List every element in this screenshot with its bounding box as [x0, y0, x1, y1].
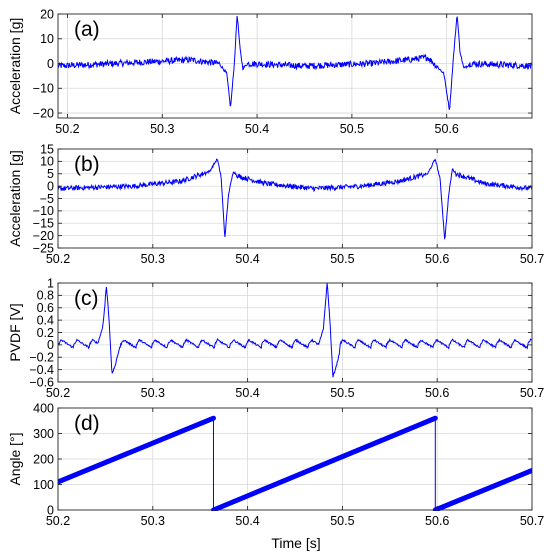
y-axis-label: Acceleration [g]: [7, 18, 23, 115]
y-tick-label: −0.4: [29, 363, 54, 377]
x-tick-label: 50.4: [235, 386, 259, 400]
y-tick-label: 5: [47, 167, 54, 181]
y-tick-label: 0.6: [37, 301, 54, 315]
y-tick-label: 0: [47, 57, 54, 71]
series-line: [58, 158, 532, 240]
panel-d: 50.2 50.3 50.4 50.5 50.6 50.7 0 100 200 300 400 Ang…: [7, 401, 544, 528]
x-tick-label: 50.3: [150, 122, 174, 136]
x-tick-label: 50.4: [235, 514, 259, 528]
y-tick-label: 0: [47, 503, 54, 517]
y-tick-label: −0.2: [29, 351, 54, 365]
x-tick-label: 50.4: [235, 252, 259, 266]
y-tick-label: 0.4: [37, 313, 54, 327]
x-tick-label: 50.7: [520, 252, 544, 266]
series-ramp-line: [58, 415, 216, 485]
y-axis-label: Angle [°]: [7, 432, 23, 485]
y-tick-label: −25: [33, 241, 54, 255]
x-tick-label: 50.6: [425, 252, 449, 266]
x-tick-label: 50.2: [46, 514, 70, 528]
series-line: [58, 15, 532, 110]
y-tick-label: 0: [47, 179, 54, 193]
y-tick-label: 10: [40, 32, 54, 46]
panel-label: (d): [74, 412, 100, 435]
x-tick-label: 50.3: [141, 514, 165, 528]
x-tick-label: 50.6: [425, 386, 449, 400]
y-tick-label: 15: [40, 142, 54, 156]
y-tick-label: −0.6: [29, 375, 54, 389]
x-tick-label: 50.2: [55, 122, 79, 136]
y-axis-label: PVDF [V]: [7, 303, 23, 361]
y-tick-label: −10: [33, 204, 54, 218]
x-tick-label: 50.5: [330, 514, 354, 528]
x-tick-label: 50.4: [245, 122, 269, 136]
x-tick-label: 50.5: [330, 386, 354, 400]
x-tick-label: 50.6: [435, 122, 459, 136]
y-tick-label: 0.2: [37, 326, 54, 340]
x-tick-label: 50.7: [520, 514, 544, 528]
x-tick-label: 50.2: [46, 252, 70, 266]
x-tick-label: 50.3: [141, 386, 165, 400]
y-tick-label: −20: [33, 106, 54, 120]
panel-b: 50.2 50.3 50.4 50.5 50.6 50.7 −25−20−15−10−505…: [7, 142, 544, 266]
y-tick-label: −10: [33, 82, 54, 96]
y-tick-label: 1: [47, 276, 54, 290]
y-tick-label: 200: [33, 452, 54, 466]
y-axis-label: Acceleration [g]: [7, 150, 23, 247]
x-tick-label: 50.7: [520, 386, 544, 400]
series-line: [58, 283, 532, 378]
y-tick-label: 400: [33, 401, 54, 415]
y-tick-label: 0.8: [37, 289, 54, 303]
y-tick-label: −5: [40, 192, 54, 206]
series-ramp-line: [432, 467, 532, 511]
series-ramp-line: [210, 415, 438, 511]
x-axis-label: Time [s]: [271, 535, 320, 551]
y-tick-label: −15: [33, 217, 54, 231]
panel-a: 50.2 50.3 50.4 50.5 50.6 −20 −10 0 10 20 Accelerat…: [7, 7, 533, 136]
panel-label: (b): [74, 153, 100, 176]
y-tick-label: 10: [40, 155, 54, 169]
x-tick-label: 50.2: [46, 386, 70, 400]
x-tick-label: 50.3: [141, 252, 165, 266]
y-tick-label: 20: [40, 7, 54, 21]
panel-label: (a): [74, 18, 100, 41]
x-tick-label: 50.5: [330, 252, 354, 266]
y-tick-label: −20: [33, 229, 54, 243]
y-tick-label: 0: [47, 338, 54, 352]
x-tick-label: 50.6: [425, 514, 449, 528]
panel-label: (c): [74, 287, 99, 310]
x-tick-label: 50.5: [340, 122, 364, 136]
y-tick-label: 100: [33, 478, 54, 492]
axes-frame: [57, 13, 533, 119]
panel-c: 50.2 50.3 50.4 50.5 50.6 50.7 −0.6−0.4−0.200.2…: [7, 276, 544, 400]
y-tick-label: 300: [33, 427, 54, 441]
